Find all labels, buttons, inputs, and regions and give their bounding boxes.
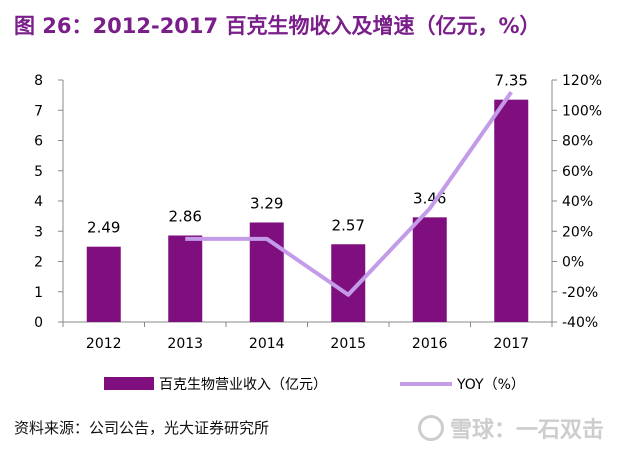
left-tick-label: 5 [34, 164, 43, 180]
left-tick-label: 2 [34, 255, 43, 271]
bar [86, 246, 121, 322]
left-tick-label: 8 [34, 73, 43, 89]
left-tick-label: 6 [34, 134, 43, 150]
x-tick-label: 2016 [412, 336, 448, 352]
left-tick-label: 3 [34, 224, 43, 240]
right-tick-label: 0% [562, 255, 584, 271]
legend-bar-swatch [104, 377, 154, 390]
bar [168, 235, 203, 322]
watermark: 雪球：一石双击 [418, 408, 618, 448]
right-tick-label: -40% [562, 315, 598, 331]
legend-bar-label: 百克生物营业收入（亿元） [159, 377, 327, 393]
x-tick-label: 2014 [249, 336, 285, 352]
chart-title: 图 26：2012-2017 百克生物收入及增速（亿元，%） [14, 14, 541, 38]
snowball-logo-icon [418, 415, 444, 441]
watermark-text: 雪球：一石双击 [450, 418, 605, 443]
x-tick-label: 2012 [86, 336, 122, 352]
right-tick-label: -20% [562, 285, 598, 301]
bar-data-label: 2.57 [332, 216, 365, 234]
x-tick-label: 2013 [167, 336, 203, 352]
x-tick-label: 2017 [493, 336, 529, 352]
bar [412, 217, 447, 322]
left-tick-label: 1 [34, 285, 43, 301]
bar-data-label: 7.35 [495, 72, 528, 90]
right-tick-label: 120% [562, 73, 602, 89]
bar-data-label: 2.86 [169, 207, 202, 225]
left-tick-label: 4 [34, 194, 43, 210]
legend-line-label: YOY（%） [456, 377, 525, 393]
right-tick-label: 20% [562, 224, 593, 240]
left-tick-label: 0 [34, 315, 43, 331]
left-tick-label: 7 [34, 103, 43, 119]
right-tick-label: 40% [562, 194, 593, 210]
bar-data-label: 3.29 [250, 194, 283, 212]
x-tick-label: 2015 [330, 336, 366, 352]
bar-data-label: 2.49 [87, 219, 120, 237]
source-note: 资料来源：公司公告，光大证券研究所 [14, 419, 270, 437]
right-tick-label: 100% [562, 103, 602, 119]
right-tick-label: 60% [562, 164, 593, 180]
bar [494, 99, 529, 322]
right-tick-label: 80% [562, 134, 593, 150]
